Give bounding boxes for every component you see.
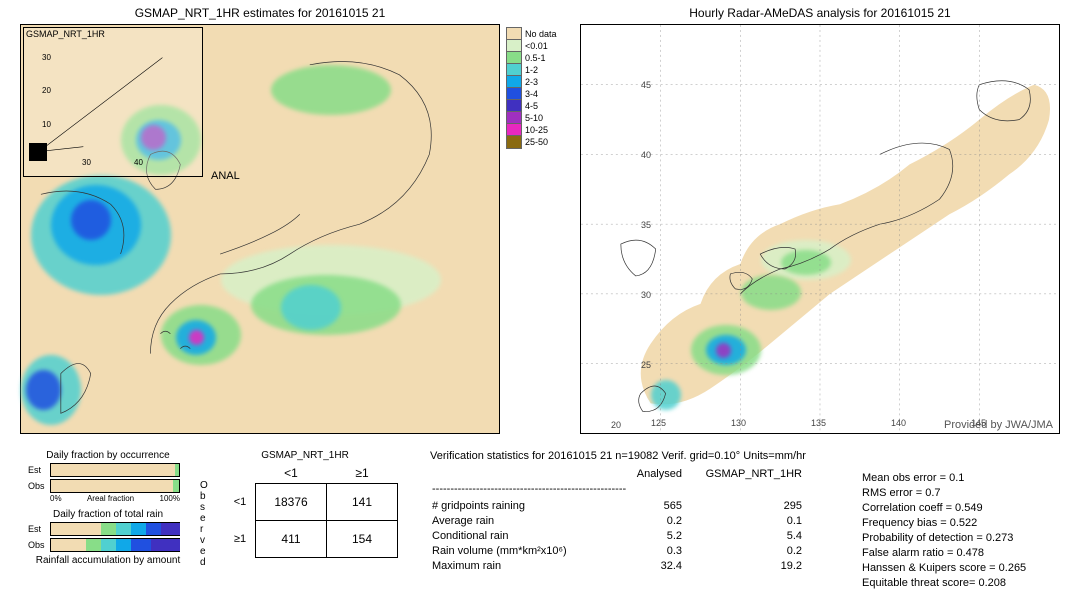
- inset-tick: 40: [134, 158, 143, 167]
- stats-right-row: False alarm ratio = 0.478: [862, 547, 1026, 560]
- inset-lines: [24, 28, 202, 176]
- ct-col2: ≥1: [327, 463, 398, 484]
- frac-rain-title: Daily fraction of total rain: [28, 509, 188, 520]
- attribution: Provided by JWA/JMA: [944, 419, 1053, 431]
- lat-tick: 35: [641, 220, 651, 230]
- col-analysed: Analysed: [612, 468, 690, 481]
- frac-rain-obs: [50, 538, 180, 552]
- lat-tick: 25: [641, 360, 651, 370]
- legend-label: 0.5-1: [525, 53, 546, 63]
- coastline-svg-right: [581, 25, 1059, 433]
- stats-block: Verification statistics for 20161015 21 …: [430, 450, 812, 575]
- left-map: GSMAP_NRT_1HR 30 20 10 30 40 ANAL: [20, 24, 500, 434]
- inset-tick: 30: [82, 158, 91, 167]
- stats-right-row: Correlation coeff = 0.549: [862, 502, 1026, 515]
- axis-100: 100%: [160, 494, 180, 503]
- lat-tick: 45: [641, 80, 651, 90]
- lat-tick: 20: [611, 420, 621, 430]
- stats-right-row: Probability of detection = 0.273: [862, 532, 1026, 545]
- right-map: 45 40 35 30 25 20 125 130 135 140 145 Pr…: [580, 24, 1060, 434]
- accum-title: Rainfall accumulation by amount: [28, 555, 188, 566]
- ct-cell: 154: [327, 521, 398, 558]
- col-model: GSMAP_NRT_1HR: [692, 468, 810, 481]
- stats-row: Average rain0.20.1: [432, 515, 810, 528]
- observed-rot: Observed: [200, 480, 208, 568]
- dash: ----------------------------------------…: [432, 483, 810, 496]
- frac-bar-obs: [50, 479, 180, 493]
- contingency-block: GSMAP_NRT_1HR <1 ≥1 <1 18376 141 ≥1 411 …: [225, 450, 398, 558]
- legend-label: 25-50: [525, 137, 548, 147]
- stats-row: # gridpoints raining565295: [432, 500, 810, 513]
- stats-row: Conditional rain5.25.4: [432, 530, 810, 543]
- stats-right-row: Frequency bias = 0.522: [862, 517, 1026, 530]
- stats-right-row: Equitable threat score= 0.208: [862, 577, 1026, 590]
- left-map-title: GSMAP_NRT_1HR estimates for 20161015 21: [20, 6, 500, 20]
- frac-bar-est: [50, 463, 180, 477]
- legend-label: 1-2: [525, 65, 538, 75]
- est-label: Est: [28, 524, 46, 534]
- legend-swatch: [506, 135, 522, 149]
- stats-row: Maximum rain32.419.2: [432, 560, 810, 573]
- frac-occ-title: Daily fraction by occurrence: [28, 450, 188, 461]
- inset-tick: 20: [42, 86, 51, 95]
- obs-label: Obs: [28, 540, 46, 550]
- inset-tick: 10: [42, 120, 51, 129]
- legend-label: 4-5: [525, 101, 538, 111]
- anal-label: ANAL: [211, 170, 240, 182]
- frac-rain-est: [50, 522, 180, 536]
- stats-right: Mean obs error = 0.1 RMS error = 0.7 Corre…: [860, 470, 1028, 592]
- axis-mid: Areal fraction: [87, 494, 134, 503]
- axis-0: 0%: [50, 494, 62, 503]
- ct-col1: <1: [256, 463, 327, 484]
- ct-cell: 18376: [256, 484, 327, 521]
- lon-tick: 130: [731, 418, 746, 428]
- stats-header: Verification statistics for 20161015 21 …: [430, 450, 812, 462]
- inset-panel: GSMAP_NRT_1HR 30 20 10 30 40: [23, 27, 203, 177]
- ct-row1: <1: [225, 484, 256, 521]
- stats-row: Rain volume (mm*km²x10⁶)0.30.2: [432, 545, 810, 558]
- ct-cell: 141: [327, 484, 398, 521]
- legend-label: 2-3: [525, 77, 538, 87]
- legend-label: 5-10: [525, 113, 543, 123]
- obs-label: Obs: [28, 481, 46, 491]
- stats-right-row: RMS error = 0.7: [862, 487, 1026, 500]
- ct-cell: 411: [256, 521, 327, 558]
- lon-tick: 125: [651, 418, 666, 428]
- lon-tick: 135: [811, 418, 826, 428]
- stats-right-row: Mean obs error = 0.1: [862, 472, 1026, 485]
- legend-item: 25-50: [506, 136, 557, 148]
- est-label: Est: [28, 465, 46, 475]
- stats-right-row: Hanssen & Kuipers score = 0.265: [862, 562, 1026, 575]
- lat-tick: 30: [641, 290, 651, 300]
- lat-tick: 40: [641, 150, 651, 160]
- legend-label: <0.01: [525, 41, 548, 51]
- legend-label: 10-25: [525, 125, 548, 135]
- inset-tick: 30: [42, 53, 51, 62]
- fraction-block: Daily fraction by occurrence Est Obs 0% …: [28, 450, 188, 566]
- ct-row2: ≥1: [225, 521, 256, 558]
- right-map-title: Hourly Radar-AMeDAS analysis for 2016101…: [580, 6, 1060, 20]
- legend-label: 3-4: [525, 89, 538, 99]
- lon-tick: 140: [891, 418, 906, 428]
- ct-title: GSMAP_NRT_1HR: [225, 450, 385, 461]
- legend-label: No data: [525, 29, 557, 39]
- color-legend: No data <0.01 0.5-1 1-2 2-3 3-4 4-5 5-10 10-25 25…: [506, 28, 557, 148]
